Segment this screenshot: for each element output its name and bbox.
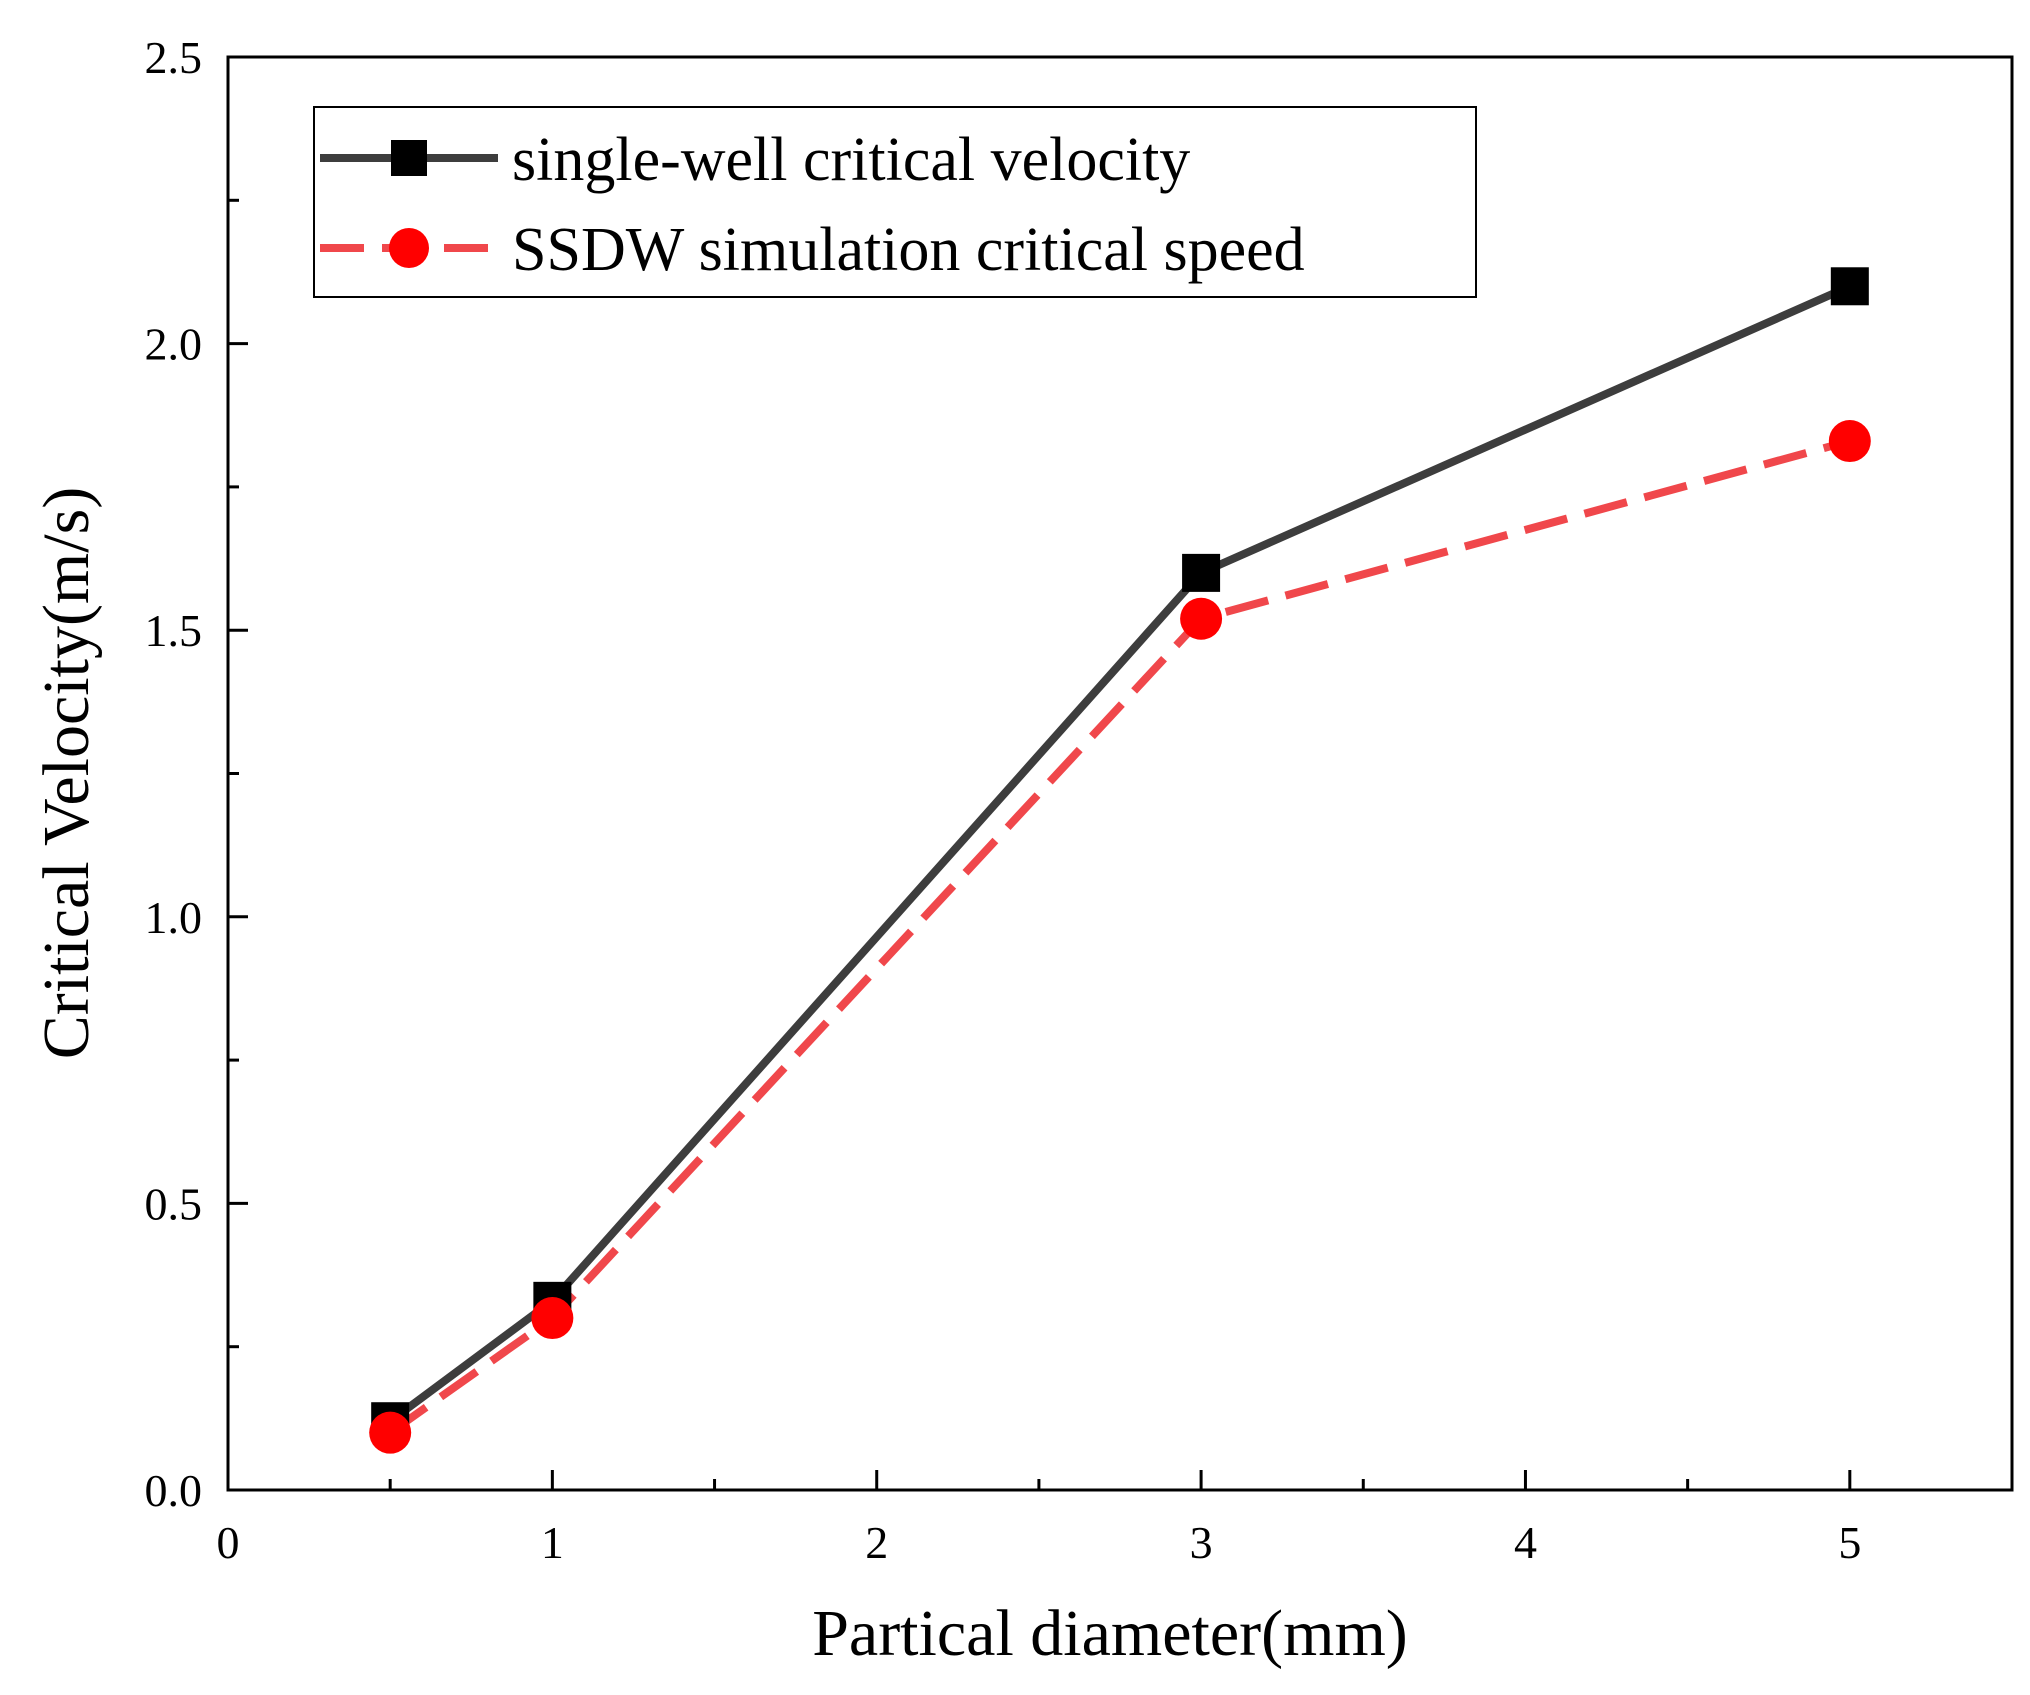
y-tick-label: 1.0 bbox=[145, 892, 203, 943]
y-tick-label: 0.0 bbox=[145, 1465, 203, 1516]
x-tick-label: 2 bbox=[865, 1517, 888, 1568]
single-well-point bbox=[1182, 553, 1221, 592]
ssdw-point bbox=[531, 1297, 574, 1340]
series-line-ssdw bbox=[387, 437, 1851, 1436]
legend-label-single-well: single-well critical velocity bbox=[512, 126, 1190, 194]
x-tick-label: 5 bbox=[1838, 1517, 1861, 1568]
single-well-point bbox=[1830, 267, 1869, 306]
y-tick-label: 2.5 bbox=[145, 32, 203, 83]
legend: single-well critical velocity SSDW simul… bbox=[313, 106, 1477, 298]
x-tick-label: 0 bbox=[217, 1517, 240, 1568]
y-axis-title: Critical Velocity(m/s) bbox=[30, 487, 103, 1060]
series-line-single-well bbox=[387, 282, 1852, 1425]
y-tick-label: 2.0 bbox=[145, 319, 203, 370]
y-axis-ticks: 0.0 0.5 1.0 1.5 2.0 2.5 bbox=[145, 32, 248, 1516]
x-axis-title: Partical diameter(mm) bbox=[812, 1597, 1408, 1670]
legend-marker-ssdw bbox=[389, 228, 429, 268]
legend-marker-single-well bbox=[391, 140, 427, 176]
ssdw-point bbox=[369, 1411, 412, 1454]
ssdw-point bbox=[1828, 420, 1871, 463]
y-tick-label: 1.5 bbox=[145, 605, 203, 656]
series-layer bbox=[369, 267, 1871, 1454]
ssdw-point bbox=[1180, 597, 1223, 640]
x-tick-label: 1 bbox=[541, 1517, 564, 1568]
x-axis-ticks: 0 1 2 3 4 5 bbox=[217, 1470, 1861, 1568]
y-tick-label: 0.5 bbox=[145, 1178, 203, 1229]
legend-label-ssdw: SSDW simulation critical speed bbox=[512, 216, 1305, 284]
x-tick-label: 3 bbox=[1190, 1517, 1213, 1568]
legend-box bbox=[313, 106, 1477, 298]
x-tick-label: 4 bbox=[1514, 1517, 1537, 1568]
